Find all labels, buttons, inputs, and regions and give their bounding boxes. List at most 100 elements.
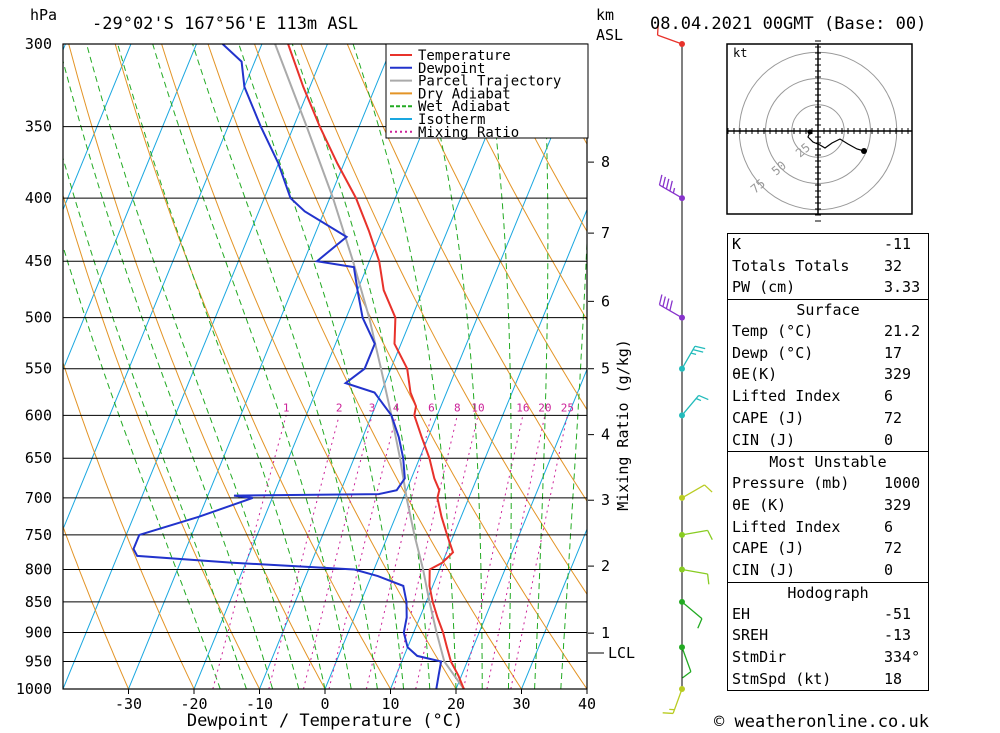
temperature-tick-label: 40: [578, 695, 596, 713]
section-title: Most Unstable: [769, 453, 887, 472]
wind-level-dot: [679, 195, 685, 202]
isotherm: [63, 44, 197, 371]
wet-adiabat: [152, 44, 352, 689]
mixing-ratio-label: 3: [369, 401, 376, 414]
isotherm: [63, 44, 66, 52]
wet-adiabat: [63, 244, 221, 689]
legend-entry: Dry Adiabat: [418, 86, 511, 102]
wind-level-dot: [679, 644, 685, 651]
index-row: Pressure (mb) 1000: [728, 473, 928, 495]
indices-surface-section: Surface Temp (°C) 21.2 Dewp (°C) 17 θE(K) 329 L…: [728, 300, 928, 453]
legend-entry: Isotherm: [418, 112, 485, 128]
indices-most-unstable-section: Most Unstable Pressure (mb) 1000 θE (K) 329 L…: [728, 452, 928, 583]
index-value: 21.2: [884, 322, 921, 341]
pressure-tick-label: 950: [25, 653, 52, 671]
lcl-label: LCL: [608, 644, 635, 662]
wet-adiabat: [63, 156, 247, 689]
index-row: SREH -13: [728, 625, 928, 647]
mixing-ratio-label: 2: [336, 401, 343, 414]
mixing-ratio-line: [303, 415, 373, 689]
pressure-tick-label: 700: [25, 489, 52, 507]
mixing-ratio-label: 4: [393, 401, 400, 414]
wind-barb: [679, 484, 713, 501]
index-value: 1000: [884, 474, 921, 493]
index-value: 329: [884, 365, 912, 384]
temperature-line: [287, 44, 465, 689]
legend-entry: Temperature: [418, 48, 511, 64]
indices-table: K -11 Totals Totals 32 PW (cm) 3.33 Surface Tem…: [727, 233, 929, 692]
temperature-tick-label: 30: [512, 695, 530, 713]
mixing-ratio-axis-label: Mixing Ratio (g/kg): [614, 339, 632, 511]
index-value: 334°: [884, 648, 921, 666]
index-row: θE(K) 329: [728, 364, 928, 386]
dry-adiabat: [486, 44, 587, 233]
index-label: Lifted Index: [732, 387, 841, 406]
isotherm: [63, 44, 132, 212]
index-value: 32: [884, 256, 903, 275]
index-row: StmSpd (kt) 18: [728, 669, 928, 691]
pressure-tick-label: 350: [25, 118, 52, 136]
index-label: CAPE (J): [732, 539, 805, 558]
wet-adiabat: [418, 44, 483, 689]
mixing-ratio-label: 16: [516, 401, 529, 414]
index-label: CIN (J): [732, 430, 796, 449]
wind-barb: [679, 345, 706, 372]
wind-barb: [658, 294, 685, 321]
isotherm: [455, 368, 587, 689]
index-label: θE(K): [732, 365, 778, 384]
indices-hodograph-section: Hodograph EH -51 SREH -13 StmDir 334° StmSpd (k…: [728, 583, 928, 692]
dry-adiabat: [393, 44, 587, 411]
mixing-ratio-line: [486, 415, 546, 689]
wind-barb: [679, 529, 713, 540]
pressure-tick-label: 400: [25, 189, 52, 207]
pressure-tick-label: 300: [25, 35, 52, 53]
asl-label: ASL: [596, 26, 623, 44]
hodograph-end-dot: [861, 148, 867, 154]
index-value: -11: [884, 235, 912, 253]
mixing-ratio-line: [268, 415, 340, 689]
mixing-ratio-label: 10: [471, 401, 484, 414]
wet-adiabat: [560, 232, 587, 689]
index-value: 0: [884, 560, 894, 579]
index-value: -13: [884, 626, 912, 645]
mixing-ratio-line: [393, 415, 458, 689]
mixing-ratio-line: [463, 415, 524, 689]
wind-level-dot: [679, 686, 685, 692]
dry-adiabat: [63, 525, 130, 689]
pressure-unit-label: hPa: [30, 6, 57, 24]
hodograph-unit-label: kt: [733, 46, 747, 60]
index-row: θE (K) 329: [728, 495, 928, 517]
index-label: Lifted Index: [732, 517, 841, 536]
legend-entry: Parcel Trajectory: [418, 74, 561, 90]
index-value: 329: [884, 495, 912, 514]
index-row: Dewp (°C) 17: [728, 343, 928, 365]
dry-adiabat: [439, 44, 587, 321]
index-label: Temp (°C): [732, 322, 814, 341]
legend-entry: Dewpoint: [418, 61, 485, 77]
mixing-ratio-label: 6: [428, 401, 435, 414]
index-label: Dewp (°C): [732, 343, 814, 362]
wind-level-dot: [679, 566, 685, 573]
wet-adiabat: [192, 44, 378, 689]
copyright-link[interactable]: © weatheronline.co.uk: [714, 712, 929, 732]
temperature-tick-label: -20: [180, 695, 207, 713]
height-tick-label: 3: [601, 491, 610, 509]
height-tick-label: 5: [601, 360, 610, 378]
section-title: Surface: [796, 301, 860, 320]
pressure-tick-label: 800: [25, 560, 52, 578]
parcel-trajectory-line: [274, 44, 465, 689]
dry-adiabat: [68, 44, 326, 689]
index-value: 72: [884, 408, 903, 427]
wind-level-dot: [679, 531, 685, 538]
wind-level-dot: [679, 412, 685, 419]
index-row: K -11: [728, 234, 928, 256]
index-value: 18: [884, 669, 903, 688]
index-label: K: [732, 235, 742, 253]
mixing-ratio-line: [365, 415, 432, 689]
datetime-title: 08.04.2021 00GMT (Base: 00): [650, 14, 926, 34]
height-tick-label: 1: [601, 624, 610, 642]
mixing-ratio-label: 25: [561, 401, 574, 414]
pressure-tick-label: 600: [25, 406, 52, 424]
